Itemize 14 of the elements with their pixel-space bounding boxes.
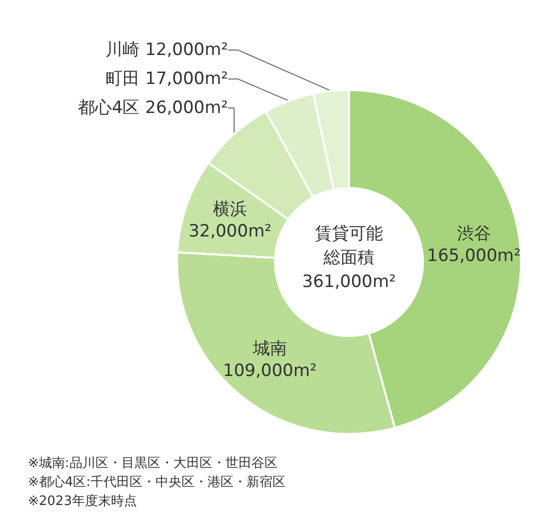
slice-label: 横浜	[213, 200, 248, 220]
slice-label: 川崎 12,000m²	[106, 40, 228, 60]
data-label: 109,000m²	[223, 361, 317, 382]
slice-label: 城南	[252, 339, 287, 360]
data-label: 32,000m²	[188, 222, 272, 242]
slice-label: 町田 17,000m²	[106, 69, 228, 89]
text: ※都心4区:千代田区・中央区・港区・新宿区	[28, 474, 286, 490]
data-label: 165,000m²	[427, 246, 521, 266]
text: 賃貸可能総面積	[315, 224, 383, 268]
slice-label: 渋谷	[456, 224, 491, 244]
text: ※城南:品川区・目黒区・大田区・世田谷区	[28, 456, 278, 471]
slice-label: 都心4区 26,000m²	[78, 98, 228, 118]
text: ※2023年度末時点	[28, 493, 137, 509]
text: 361,000m²	[302, 272, 396, 292]
